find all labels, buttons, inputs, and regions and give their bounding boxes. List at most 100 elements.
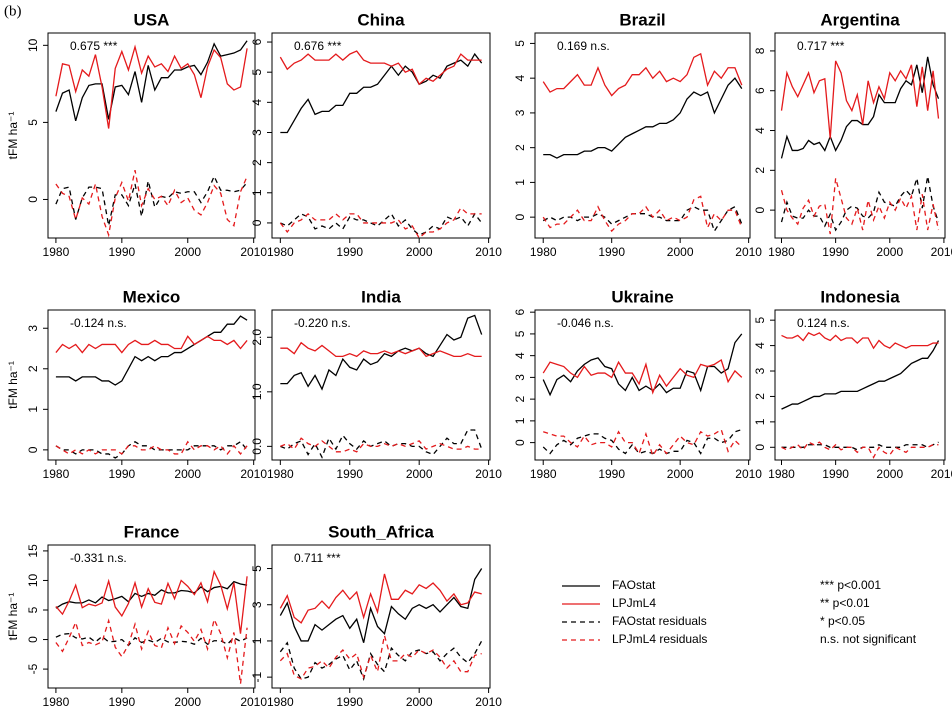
correlation-annotation: 0.676 *** [294,39,342,53]
panel-title: Brazil [619,10,665,29]
panel: China 0.676 *** 1980 1990 2000 2010 0 1 2 3 4 5 6 [250,10,502,259]
series-line [780,178,940,235]
x-tick-label: 1990 [598,467,625,481]
x-tick-label: 2000 [876,245,903,259]
y-tick-label: 4 [753,342,767,349]
x-tick-label: 2010 [475,467,502,481]
x-tick-label: 1980 [768,467,795,481]
y-tick-label: 0 [513,439,527,446]
series-line [543,77,743,159]
x-tick-label: 2000 [876,467,903,481]
series-line [55,170,248,238]
panel: Brazil 0.169 n.s. 1980 1990 2000 2010 0 1 2 3 4 5 [513,10,762,259]
series-line [279,635,482,680]
x-tick-label: 2010 [240,695,267,709]
y-axis-label: tFM ha⁻¹ [6,593,20,641]
series-line [55,315,248,386]
y-tick-label: 2 [753,393,767,400]
plot-box [47,32,256,239]
x-tick-label: 2010 [475,695,502,709]
x-tick-label: 1980 [530,467,557,481]
panel-title: Mexico [123,287,181,306]
legend: FAOstat LPJmL4 FAOstat residuals LPJmL4 res… [562,578,917,646]
x-tick-label: 1990 [822,467,849,481]
panel-title: France [124,522,180,541]
significance-legend-item: * p<0.05 [820,614,865,628]
series-line [280,437,482,453]
series-line [280,52,483,134]
y-tick-label: 1 [250,637,264,644]
series-line [542,195,743,233]
significance-legend-item: n.s. not significant [820,632,917,646]
panel-label: (b) [4,3,22,19]
series-line [780,60,940,139]
correlation-annotation: 0.169 n.s. [557,39,610,53]
significance-legend-item: *** p<0.001 [820,578,881,592]
series-line [542,358,743,395]
y-tick-label: 15 [26,544,40,558]
x-tick-label: 2000 [174,467,201,481]
y-tick-label: 0 [26,636,40,643]
plot-box [774,32,946,239]
y-tick-label: 0.0 [250,438,264,455]
panel-title: China [357,10,405,29]
significance-legend-item: ** p<0.01 [820,596,870,610]
y-tick-label: 5 [753,317,767,324]
x-tick-label: 2000 [406,245,433,259]
y-tick-label: 5 [26,119,40,126]
y-tick-label: 2 [250,159,264,166]
y-tick-label: 3 [513,374,527,381]
x-tick-label: 2010 [931,467,952,481]
x-tick-label: 1980 [267,245,294,259]
y-tick-label: 1.0 [250,383,264,400]
series-line [280,212,483,236]
plot-box [47,544,256,689]
panel-title: India [361,287,401,306]
y-axis-label: tFM ha⁻¹ [6,112,20,160]
series-line [781,332,939,350]
y-tick-label: 5 [513,330,527,337]
y-tick-label: 3 [753,367,767,374]
y-tick-label: 0 [753,206,767,213]
x-tick-label: 2010 [240,467,267,481]
panel: Ukraine -0.046 n.s. 1980 1990 2000 2010 0 1 2 3 4 5… [513,287,762,481]
series-line [781,340,940,410]
series-line [55,174,248,226]
y-tick-label: -1 [250,671,264,682]
y-tick-label: 1 [753,418,767,425]
y-tick-label: 5 [513,40,527,47]
series-line [542,205,743,233]
plot-box [534,309,751,461]
y-tick-label: 6 [753,87,767,94]
plot-box [271,544,491,689]
x-tick-label: 2010 [475,245,502,259]
y-tick-label: 0 [753,444,767,451]
series-line [542,428,742,455]
plot-box [47,309,256,461]
y-tick-label: 6 [250,38,264,45]
y-tick-label: 8 [753,47,767,54]
correlation-annotation: -0.331 n.s. [70,551,127,565]
y-tick-label: 4 [753,127,767,134]
panel: Indonesia 0.124 n.s. 1980 1990 2000 2010 0 1 2 3 4… [753,287,952,481]
panel-title: Ukraine [611,287,673,306]
y-tick-label: 5 [26,606,40,613]
series-line [55,44,248,129]
x-tick-label: 2010 [240,245,267,259]
panel: South_Africa 0.711 *** 1980 1990 2000 2010 -1 1… [250,522,502,709]
y-tick-label: 5 [250,69,264,76]
series-line [279,640,483,682]
series-line [781,441,939,459]
legend-label: LPJmL4 residuals [612,632,707,646]
panel: France -0.331 n.s. tFM ha⁻¹ 1980 1990 2000 201… [6,522,267,709]
y-tick-label: 1 [513,179,527,186]
x-tick-label: 1980 [768,245,795,259]
x-tick-label: 1980 [267,695,294,709]
y-tick-label: 3 [250,601,264,608]
x-tick-label: 1980 [267,467,294,481]
y-tick-label: 0 [513,213,527,220]
x-tick-label: 1990 [598,245,625,259]
x-tick-label: 2010 [931,245,952,259]
y-tick-label: -5 [26,663,40,674]
